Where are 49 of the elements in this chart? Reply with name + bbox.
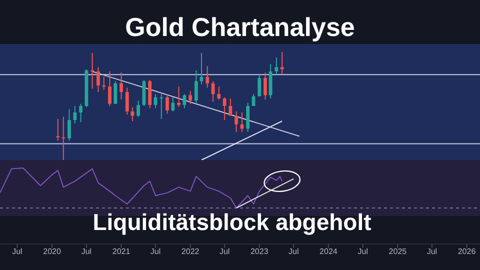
candlestick — [79, 103, 82, 123]
candlestick — [182, 94, 186, 109]
candlestick — [274, 56, 278, 76]
candlestick — [130, 106, 134, 122]
candlestick — [194, 70, 198, 104]
candlestick — [228, 98, 232, 116]
x-tick-label: Jul — [358, 247, 368, 256]
candlestick — [246, 102, 250, 132]
x-tick-label: 2024 — [320, 247, 338, 256]
candlestick — [177, 86, 180, 108]
x-tick-label: Jul — [288, 247, 299, 256]
candlestick — [234, 110, 238, 132]
candlestick — [56, 118, 60, 142]
candlestick — [222, 96, 226, 121]
candlestick — [68, 108, 71, 142]
chart-title: Gold Chartanalyse — [125, 12, 355, 42]
x-tick-label: 2020 — [43, 247, 62, 256]
candlestick — [136, 100, 140, 118]
candlestick — [90, 52, 94, 90]
candlestick — [258, 74, 262, 97]
candlestick — [188, 90, 192, 104]
x-tick-label: 2021 — [112, 247, 131, 256]
x-tick-label: 2022 — [181, 247, 200, 256]
candlestick — [280, 52, 284, 76]
x-tick-label: Jul — [219, 247, 230, 256]
candlestick — [96, 66, 100, 92]
candlestick — [160, 94, 164, 120]
candlestick — [148, 80, 152, 109]
text: Liquiditätsblock abgeholt — [92, 209, 372, 235]
x-tick-label: 2026 — [458, 247, 476, 256]
x-tick-label: 2023 — [250, 247, 269, 256]
candlestick — [264, 72, 267, 100]
candlestick — [166, 94, 169, 114]
candlestick — [120, 72, 123, 100]
x-tick-label: Jul — [12, 247, 23, 256]
x-tick-label: Jul — [81, 247, 92, 256]
candlestick — [171, 96, 175, 112]
x-tick-label: Jul — [150, 247, 161, 256]
candlestick — [268, 63, 272, 99]
candlestick — [108, 70, 112, 106]
candlestick — [206, 66, 210, 88]
candlestick — [125, 87, 129, 116]
x-tick-label: Jul — [426, 247, 438, 256]
candlestick — [114, 80, 118, 104]
x-tick-label: 2025 — [388, 247, 408, 256]
candlestick — [73, 106, 77, 124]
candlestick — [102, 76, 106, 90]
candlestick — [217, 86, 221, 100]
candlestick — [62, 116, 66, 160]
